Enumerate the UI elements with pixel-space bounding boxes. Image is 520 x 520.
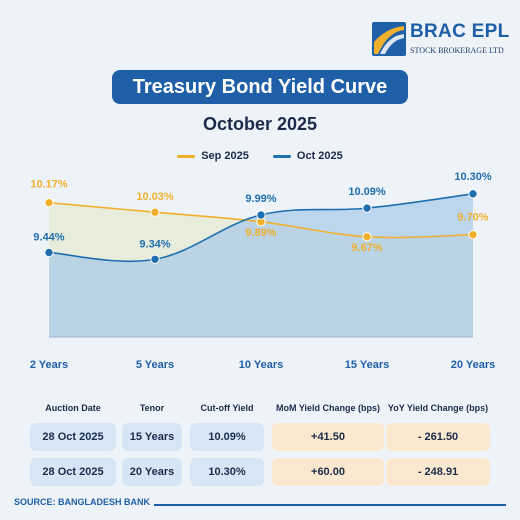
data-point-sep	[44, 197, 54, 208]
data-point-oct	[150, 254, 160, 264]
data-point-oct	[362, 203, 372, 213]
table-header: Auction Date Tenor Cut-off Yield MoM Yie…	[30, 400, 490, 416]
data-point-oct	[468, 189, 478, 199]
cell-cutoff-yield: 10.30%	[190, 458, 264, 486]
table-row: 28 Oct 2025 15 Years 10.09% +41.50 - 261…	[30, 423, 490, 451]
data-label-sep: 10.17%	[30, 179, 68, 191]
footer-divider	[154, 504, 506, 506]
x-tick-label: 2 Years	[30, 359, 68, 371]
table-row: 28 Oct 2025 20 Years 10.30% +60.00 - 248…	[30, 458, 490, 486]
data-label-oct: 9.34%	[139, 238, 170, 250]
cell-yoy-change: - 261.50	[386, 423, 490, 451]
source-note: SOURCE: BANGLADESH BANK	[14, 497, 151, 507]
legend-label-oct: Oct 2025	[296, 150, 343, 162]
cell-auction-date: 28 Oct 2025	[30, 458, 116, 486]
header-yoy-change: YoY Yield Change (bps)	[387, 403, 489, 413]
x-tick-label: 10 Years	[239, 359, 283, 371]
data-point-oct	[256, 210, 266, 220]
brand-name: BRAC EPL	[410, 21, 510, 42]
legend-swatch-sep	[177, 154, 196, 158]
cell-tenor: 15 Years	[122, 423, 182, 451]
data-point-sep	[468, 230, 478, 240]
page-subtitle: October 2025	[202, 114, 318, 134]
legend-item-oct: Oct 2025	[272, 150, 343, 162]
data-label-oct: 9.99%	[245, 193, 276, 205]
cell-cutoff-yield: 10.09%	[190, 423, 264, 451]
page-title: Treasury Bond Yield Curve	[112, 70, 408, 104]
yield-curve-chart: 10.17% 10.03% 9.89% 9.67% 9.70% 9.44% 9.34% 9.9…	[30, 171, 495, 371]
brand-logo: BRAC EPL STOCK BROKERAGE LTD	[372, 20, 512, 60]
data-label-oct: 10.09%	[348, 186, 386, 198]
data-point-oct	[44, 247, 54, 258]
cell-tenor: 20 Years	[122, 458, 182, 486]
x-tick-label: 20 Years	[451, 359, 495, 371]
brand-subtitle: STOCK BROKERAGE LTD	[410, 46, 504, 55]
data-point-sep	[362, 232, 372, 242]
area-oct	[49, 193, 473, 337]
cell-auction-date: 28 Oct 2025	[30, 423, 116, 451]
legend-swatch-oct	[272, 154, 291, 158]
cell-mom-change: +41.50	[272, 423, 384, 451]
x-tick-label: 5 Years	[136, 359, 174, 371]
data-label-oct: 10.30%	[454, 171, 492, 183]
data-point-sep	[150, 207, 160, 217]
brac-epl-logo-icon	[372, 22, 406, 56]
auction-table: Auction Date Tenor Cut-off Yield MoM Yie…	[30, 400, 490, 486]
cell-mom-change: +60.00	[272, 458, 384, 486]
data-label-sep: 9.67%	[351, 242, 382, 254]
data-label-oct: 9.44%	[33, 231, 64, 243]
data-label-sep: 9.89%	[245, 227, 276, 239]
cell-yoy-change: - 248.91	[386, 458, 490, 486]
header-mom-change: MoM Yield Change (bps)	[275, 403, 380, 413]
legend-item-sep: Sep 2025	[177, 150, 249, 162]
header-auction-date: Auction Date	[45, 403, 101, 413]
chart-legend: Sep 2025 Oct 2025	[0, 150, 520, 162]
footer: SOURCE: BANGLADESH BANK	[14, 497, 506, 513]
header-tenor: Tenor	[139, 403, 165, 413]
data-label-sep: 9.70%	[457, 212, 488, 224]
data-label-sep: 10.03%	[136, 191, 174, 203]
legend-label-sep: Sep 2025	[201, 150, 249, 162]
header-cutoff-yield: Cut-off Yield	[200, 403, 254, 413]
x-tick-label: 15 Years	[345, 359, 389, 371]
